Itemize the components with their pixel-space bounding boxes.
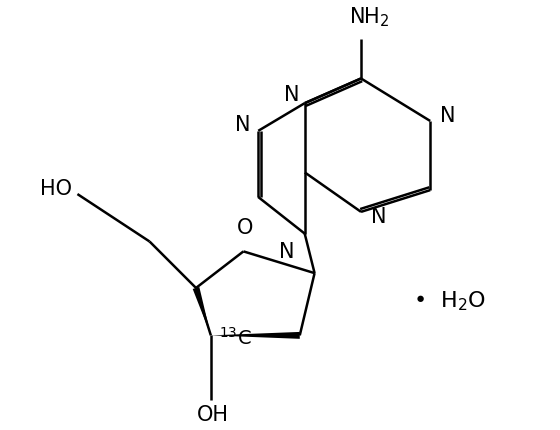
- Text: OH: OH: [197, 405, 229, 424]
- Text: $^{13}$C: $^{13}$C: [219, 326, 251, 348]
- Text: N: N: [279, 242, 295, 261]
- Polygon shape: [193, 287, 211, 335]
- Text: N: N: [371, 207, 386, 227]
- Text: N: N: [440, 106, 456, 126]
- Text: NH$_2$: NH$_2$: [349, 6, 389, 29]
- Text: HO: HO: [40, 179, 72, 199]
- Text: O: O: [237, 218, 254, 237]
- Text: N: N: [284, 85, 300, 105]
- Text: •  H$_2$O: • H$_2$O: [413, 289, 487, 313]
- Text: N: N: [235, 115, 250, 135]
- Polygon shape: [211, 332, 300, 339]
